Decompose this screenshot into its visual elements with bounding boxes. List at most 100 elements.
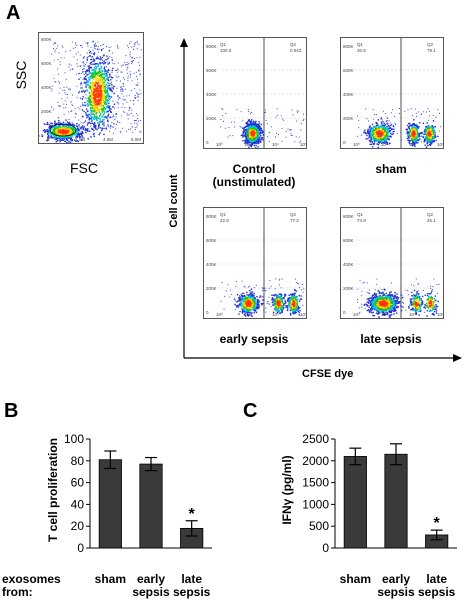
chart-c-category-label-line: sham [339,572,371,586]
chart-c-y-tick-label: 1500 [302,476,329,490]
chart-c-bar [343,456,367,549]
flow-x-tick: 10⁴ [409,312,416,317]
flow-plot-late: 800K600K400K200K010⁰10²10⁴10⁶Q174.9Q225.… [340,207,444,319]
exosomes-label-line1: exosomes [2,572,61,586]
flow-q1-value: 74.9 [357,218,366,223]
flow-x-tick: 10⁴ [272,142,279,147]
panel-b-label: B [4,400,19,422]
panel-c-label: C [243,400,258,422]
flow-population [240,119,265,148]
flow-y-tick: 800K [343,44,354,49]
flow-y-tick: 200K [206,116,217,121]
flow-x-tick: 10⁰ [353,142,360,147]
gating-y-tick: 800K [41,37,52,42]
flow-y-tick: 800K [206,44,217,49]
flow-label-control: Control (unstimulated) [203,163,305,189]
flow-population [423,290,439,317]
flow-q1-label: Q1 [220,42,227,47]
flow-y-tick: 200K [343,116,354,121]
chart-b-bar [139,463,163,549]
chart-c-y-tick-label: 2000 [302,454,329,468]
flow-q1-value: 20.9 [357,48,366,53]
flow-population [284,289,303,318]
flow-label-control-line2: (unstimulated) [212,175,296,189]
flow-q1-label: Q1 [357,42,364,47]
flow-y-tick: 0 [343,140,346,145]
chart-b-category-label: late sepsis [162,573,222,599]
flow-population [233,288,264,317]
flow-population [363,288,404,318]
chart-b-y-tick-label: 60 [71,476,85,490]
chart-b-category-label-line: sepsis [172,585,211,599]
flow-y-tick: 200K [206,286,217,291]
gating-x-label: FSC [70,160,98,176]
flow-x-tick: 10⁶ [437,142,443,147]
flow-q1-label: Q1 [220,212,227,217]
chart-b-category-label: sham [80,573,140,586]
flow-q2-label: Q2 [427,212,434,217]
panel-a-label: A [6,2,21,24]
chart-c-category-label-line: sepsis [377,585,415,599]
flow-q2-label: Q2 [290,212,297,217]
flow-y-tick: 800K [343,214,354,219]
flow-q2-value: 77.2 [290,218,299,223]
chart-b-y-tick-label: 80 [71,454,85,468]
flow-y-tick: 400K [206,92,217,97]
chart-c-y-tick-label: 1000 [302,497,329,511]
flow-plot-sham: 800K600K400K200K010⁰10²10⁴10⁶Q120.9Q279.… [340,37,444,149]
chart-b-y-tick-label: 40 [71,497,85,511]
flow-noise [220,278,305,313]
chart-b-y-tick-label: 0 [77,541,84,555]
chart-b-category-label-line: sepsis [132,585,170,599]
flow-x-tick: 10⁶ [300,312,306,317]
chart-b-category-label: early sepsis [121,573,181,599]
flow-y-tick: 800K [206,214,217,219]
flow-plot-control: 800K600K400K200K010⁰10²10⁴10⁶Q1100.0Q20.… [203,37,307,149]
flow-y-tick: 400K [343,92,354,97]
chart-b-y-tick-label: 100 [64,432,84,446]
flow-label-control-line1: Control [232,162,276,176]
chart-c-category-label-line: sepsis [417,585,456,599]
chart-c-category-label: early sepsis [366,573,426,599]
chart-b: 0 20 40 60 80 100 * [64,432,212,555]
flow-y-tick: 600K [206,68,217,73]
gating-y-tick: 400K [41,85,52,90]
chart-b-category-label-line: late [181,572,202,586]
flow-y-tick: 0 [206,310,209,315]
flow-q2-value: 0.043 [290,48,302,53]
flow-x-tick: 10² [381,142,388,147]
chart-c: 0 500 1000 1500 2000 2500 * [302,432,457,555]
gating-scatter-sparse [51,41,142,134]
flow-x-tick: 10⁶ [437,312,443,317]
chart-c-category-label-line: late [426,572,447,586]
gating-x-tick: 4.0M [103,137,113,142]
flow-x-tick: 10⁰ [216,312,223,317]
flow-x-tick: 10⁰ [216,142,223,147]
flow-q2-value: 25.1 [427,218,436,223]
flow-noise [220,108,305,143]
chart-c-significance-marker: * [434,515,441,532]
chart-c-y-tick-label: 500 [309,519,329,533]
flow-label-late: late sepsis [360,332,422,346]
flow-y-tick: 400K [343,262,354,267]
chart-c-y-tick-label: 2500 [302,432,329,446]
flow-x-tick: 10⁴ [272,312,279,317]
flow-q1-label: Q1 [357,212,364,217]
gating-y-tick: 200K [41,109,52,114]
flow-population [421,120,439,148]
chart-b-significance-marker: * [189,506,196,523]
gating-x-tick: 2.0M [75,137,85,142]
flow-population [408,289,427,316]
flow-q1-value: 22.8 [220,218,229,223]
flow-y-tick: 200K [343,286,354,291]
chart-c-y-tick-label: 0 [322,541,329,555]
flow-y-axis-title: Cell count [168,174,180,228]
flow-population [271,293,289,314]
gating-x-tick: 6.0M [131,137,141,142]
gating-y-tick: 600K [41,61,52,66]
flow-q2-label: Q2 [290,42,297,47]
flow-y-tick: 600K [343,68,354,73]
flow-population [363,118,395,148]
flow-q2-label: Q2 [427,42,434,47]
flow-y-tick: 600K [343,238,354,243]
